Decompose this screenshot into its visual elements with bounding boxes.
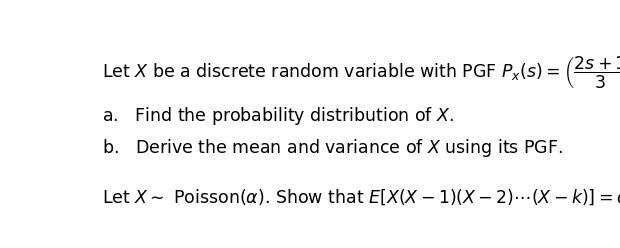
Text: Let $X$ be a discrete random variable with PGF $P_x(s) = \left(\dfrac{2s+1}{3}\r: Let $X$ be a discrete random variable wi… bbox=[102, 54, 620, 90]
Text: b.   Derive the mean and variance of $X$ using its PGF.: b. Derive the mean and variance of $X$ u… bbox=[102, 137, 562, 159]
Text: a.   Find the probability distribution of $X$.: a. Find the probability distribution of … bbox=[102, 105, 454, 127]
Text: Let $X \sim$ Poisson($\alpha$). Show that $E[X(X-1)(X-2)\cdots(X-k)] = \alpha^{k: Let $X \sim$ Poisson($\alpha$). Show tha… bbox=[102, 185, 620, 207]
